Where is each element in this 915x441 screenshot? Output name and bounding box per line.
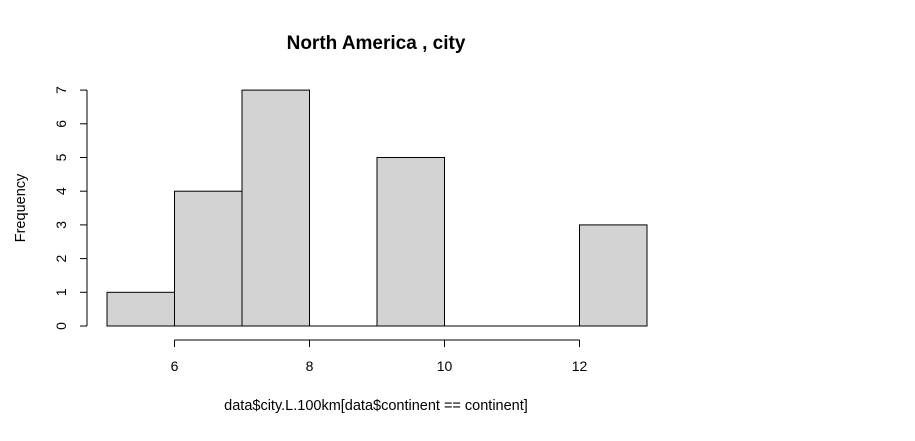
y-tick-label-2: 2 xyxy=(53,254,69,262)
x-tick-label-2: 10 xyxy=(437,358,453,374)
y-tick-label-3: 3 xyxy=(53,221,69,229)
histogram-bar-0 xyxy=(106,291,175,327)
histogram-bar-1 xyxy=(174,190,243,327)
y-tick-label-5: 5 xyxy=(53,153,69,161)
y-tick-label-7: 7 xyxy=(53,86,69,94)
y-tick-label-0: 0 xyxy=(53,322,69,330)
y-axis-label: Frequency xyxy=(13,173,29,242)
y-tick-label-1: 1 xyxy=(53,288,69,296)
bars-group xyxy=(106,89,648,327)
y-tick-label-6: 6 xyxy=(53,120,69,128)
histogram-bar-4 xyxy=(376,157,445,327)
x-axis: 6 8 10 12 xyxy=(171,339,588,374)
histogram-bar-2 xyxy=(241,89,310,327)
y-axis: 0 1 2 3 4 5 6 7 xyxy=(53,86,88,330)
y-tick-label-4: 4 xyxy=(53,187,69,195)
x-tick-label-3: 12 xyxy=(572,358,588,374)
histogram-bar-7 xyxy=(579,224,648,327)
x-axis-label: data$city.L.100km[data$continent == cont… xyxy=(224,398,528,414)
x-tick-label-1: 8 xyxy=(306,358,314,374)
chart-title: North America , city xyxy=(287,33,466,54)
x-tick-label-0: 6 xyxy=(171,358,179,374)
